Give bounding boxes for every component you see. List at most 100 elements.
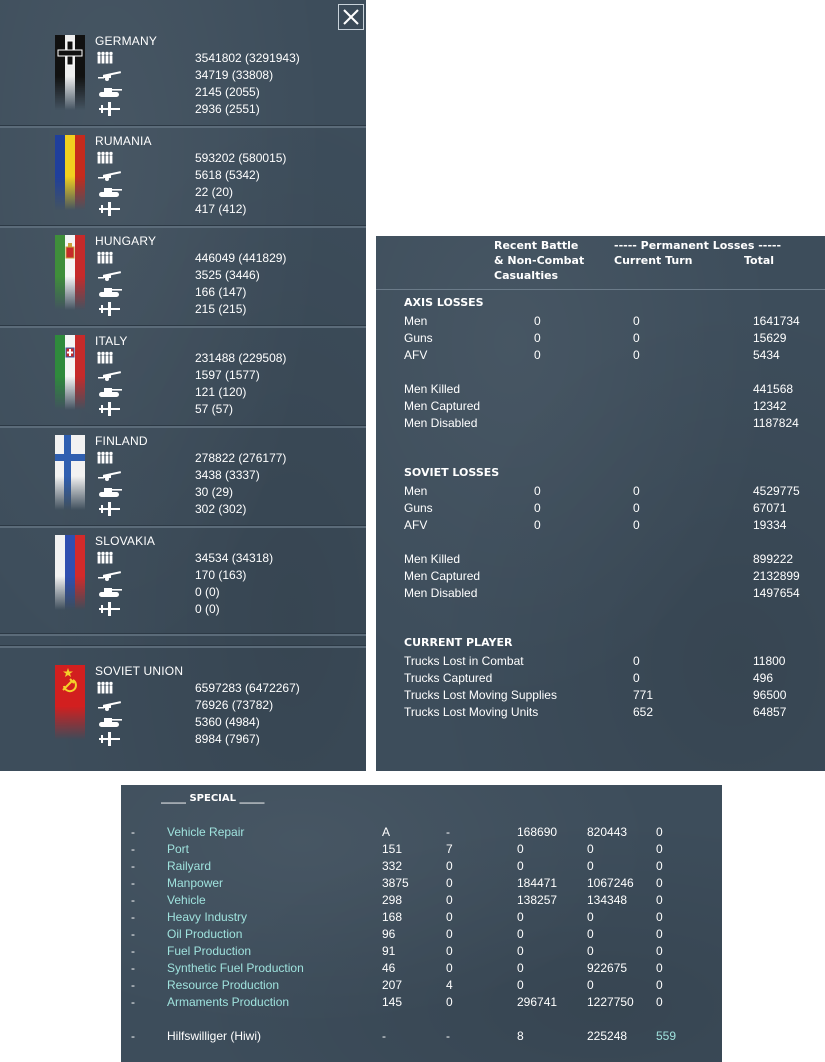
nation-divider (0, 125, 366, 128)
special-row: - Oil Production 96 0 0 0 0 (121, 927, 722, 944)
special-name[interactable]: Resource Production (167, 978, 280, 992)
aircraft-icon (96, 302, 124, 316)
special-col-5: 0 (656, 893, 663, 907)
axis-row-turn: 0 (633, 348, 640, 362)
stat-guns-value: 34719 (33808) (195, 68, 274, 82)
player-row-total: 11800 (753, 654, 786, 668)
stat-afv-value: 121 (120) (195, 385, 247, 399)
header-permanent: ----- Permanent Losses ----- (614, 239, 782, 252)
axis-row-recent: 0 (534, 348, 541, 362)
axis-detail-total: 441568 (753, 382, 794, 396)
header-total: Total (744, 254, 775, 267)
special-col-5: 559 (656, 1029, 677, 1043)
special-dash: - (131, 859, 135, 873)
aircraft-icon (96, 732, 124, 746)
special-col-4: 1227750 (587, 995, 634, 1009)
axis-detail-total: 1187824 (753, 416, 799, 430)
special-name[interactable]: Heavy Industry (167, 910, 248, 924)
special-col-5: 0 (656, 910, 663, 924)
special-col-5: 0 (656, 859, 663, 873)
special-name[interactable]: Manpower (167, 876, 224, 890)
special-name[interactable]: Synthetic Fuel Production (167, 961, 304, 975)
aircraft-icon (96, 502, 124, 516)
nation-divider (0, 645, 366, 648)
player-row-label: Trucks Lost in Combat (404, 654, 524, 668)
special-hiwi-row: - Hilfswilliger (Hiwi) - - 8 225248 559 (121, 1029, 722, 1046)
axis-detail-label: Men Disabled (404, 416, 478, 430)
soviet-row-total: 19334 (753, 518, 787, 532)
axis-detail-label: Men Captured (404, 399, 481, 413)
stat-guns-value: 3525 (3446) (195, 268, 260, 282)
special-name[interactable]: Fuel Production (167, 944, 252, 958)
nation-name: ITALY (95, 334, 128, 348)
special-name[interactable]: Oil Production (167, 927, 243, 941)
special-col-4: 225248 (587, 1029, 628, 1043)
stat-guns-value: 5618 (5342) (195, 168, 260, 182)
stat-afv-value: 2145 (2055) (195, 85, 260, 99)
germany-flag-icon (55, 35, 85, 110)
stat-aircraft-value: 302 (302) (195, 502, 247, 516)
axis-row-recent: 0 (534, 314, 541, 328)
stat-guns-value: 170 (163) (195, 568, 247, 582)
stat-guns-value: 3438 (3337) (195, 468, 260, 482)
soviet-union-flag-icon (55, 665, 85, 740)
nation-block-italy: ITALY 231488 (229508) 1597 (1577) (0, 327, 366, 427)
nation-block-germany: GERMANY 3541802 (3291943) 34719 (33808) (0, 27, 366, 127)
special-col-5: 0 (656, 995, 663, 1009)
axis-row-turn: 0 (633, 314, 640, 328)
soviet-row-label: Men (404, 484, 428, 498)
header-recent-3: Casualties (494, 269, 559, 282)
soviet-detail-label: Men Killed (404, 552, 461, 566)
stat-afv-value: 5360 (4984) (195, 715, 260, 729)
special-name[interactable]: Port (167, 842, 190, 856)
stat-men-value: 593202 (580015) (195, 151, 287, 165)
special-dash: - (131, 825, 135, 839)
axis-row-turn: 0 (633, 331, 640, 345)
axis-detail-label: Men Killed (404, 382, 461, 396)
losses-summary-panel: Recent Battle & Non-Combat Casualties --… (376, 236, 825, 771)
gun-icon (96, 368, 124, 382)
special-col-2: 0 (446, 944, 453, 958)
stat-men-value: 3541802 (3291943) (195, 51, 300, 65)
special-col-3: 168690 (517, 825, 558, 839)
gun-icon (96, 68, 124, 82)
stat-guns-value: 1597 (1577) (195, 368, 260, 382)
special-col-5: 0 (656, 927, 663, 941)
special-name[interactable]: Railyard (167, 859, 212, 873)
nation-block-slovakia: SLOVAKIA 34534 (34318) 170 (163) (0, 527, 366, 627)
axis-row-total: 15629 (753, 331, 787, 345)
header-recent-2: & Non-Combat (494, 254, 585, 267)
special-col-4: 0 (587, 842, 594, 856)
soviet-row-turn: 0 (633, 484, 640, 498)
hungary-flag-icon (55, 235, 85, 310)
axis-losses-title: AXIS LOSSES (404, 296, 484, 309)
men-icon (96, 351, 124, 365)
special-dash: - (131, 910, 135, 924)
stat-aircraft-value: 2936 (2551) (195, 102, 260, 116)
stat-men-value: 278822 (276177) (195, 451, 287, 465)
player-row-turn: 771 (633, 688, 654, 702)
soviet-losses-title: SOVIET LOSSES (404, 466, 500, 479)
nation-block-soviet-union: SOVIET UNION 6597283 (6472267) 76926 (73… (0, 657, 366, 757)
player-row-total: 96500 (753, 688, 787, 702)
rumania-flag-icon (55, 135, 85, 210)
soviet-row-label: Guns (404, 501, 433, 515)
tank-icon (96, 485, 124, 499)
special-col-5: 0 (656, 961, 663, 975)
special-row: - Vehicle 298 0 138257 134348 0 (121, 893, 722, 910)
special-col-3: 296741 (517, 995, 558, 1009)
special-row: - Manpower 3875 0 184471 1067246 0 (121, 876, 722, 893)
special-row: - Port 151 7 0 0 0 (121, 842, 722, 859)
stat-aircraft-value: 0 (0) (195, 602, 220, 616)
special-name[interactable]: Vehicle (167, 893, 206, 907)
gun-icon (96, 268, 124, 282)
nation-divider (0, 525, 366, 528)
special-col-2: 0 (446, 910, 453, 924)
soviet-detail-total: 2132899 (753, 569, 800, 583)
special-name[interactable]: Armaments Production (167, 995, 290, 1009)
men-icon (96, 681, 124, 695)
special-col-4: 922675 (587, 961, 628, 975)
close-button[interactable] (338, 4, 364, 30)
soviet-detail-total: 1497654 (753, 586, 800, 600)
special-name[interactable]: Vehicle Repair (167, 825, 245, 839)
